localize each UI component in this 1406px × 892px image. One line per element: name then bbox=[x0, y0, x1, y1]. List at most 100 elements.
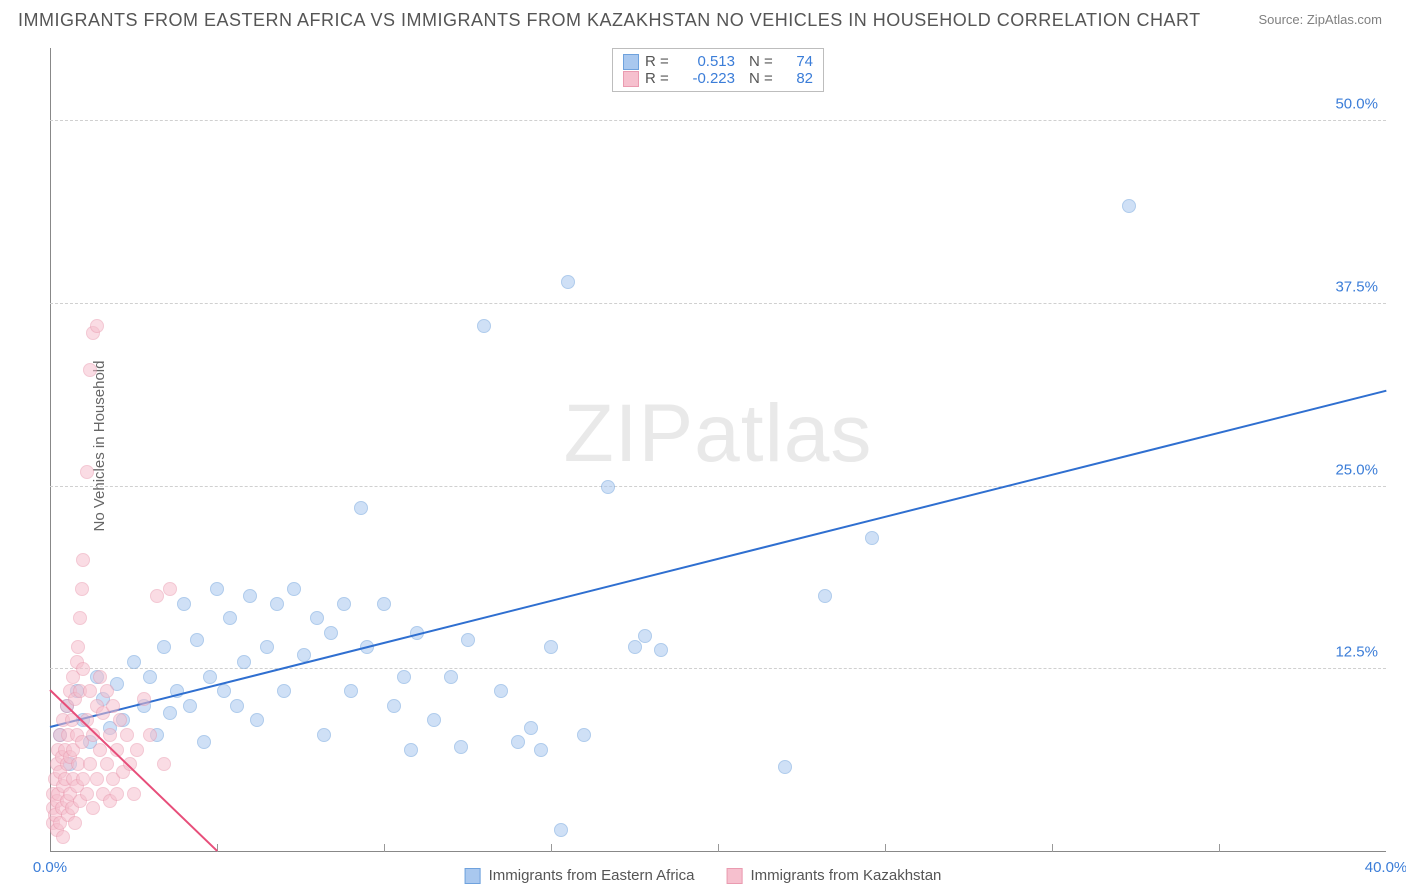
data-point bbox=[344, 684, 358, 698]
r-label: R = bbox=[645, 70, 673, 87]
data-point bbox=[100, 757, 114, 771]
data-point bbox=[778, 760, 792, 774]
data-point bbox=[190, 633, 204, 647]
data-point bbox=[110, 787, 124, 801]
x-tick bbox=[384, 844, 385, 852]
data-point bbox=[217, 684, 231, 698]
data-point bbox=[106, 699, 120, 713]
source-value: ZipAtlas.com bbox=[1307, 12, 1382, 27]
data-point bbox=[461, 633, 475, 647]
data-point bbox=[80, 787, 94, 801]
grid-line bbox=[50, 668, 1386, 669]
source-attribution: Source: ZipAtlas.com bbox=[1258, 12, 1382, 27]
data-point bbox=[83, 684, 97, 698]
data-point bbox=[210, 582, 224, 596]
swatch-series-a bbox=[465, 868, 481, 884]
data-point bbox=[354, 501, 368, 515]
y-axis-line bbox=[50, 48, 51, 852]
data-point bbox=[524, 721, 538, 735]
data-point bbox=[157, 640, 171, 654]
y-tick-label: 12.5% bbox=[1335, 644, 1378, 661]
n-value-a: 74 bbox=[783, 53, 813, 70]
data-point bbox=[68, 816, 82, 830]
chart-title: IMMIGRANTS FROM EASTERN AFRICA VS IMMIGR… bbox=[18, 10, 1201, 31]
data-point bbox=[324, 626, 338, 640]
data-point bbox=[444, 670, 458, 684]
data-point bbox=[317, 728, 331, 742]
data-point bbox=[865, 531, 879, 545]
legend-item-b: Immigrants from Kazakhstan bbox=[727, 867, 942, 884]
x-tick bbox=[718, 844, 719, 852]
data-point bbox=[183, 699, 197, 713]
data-point bbox=[454, 740, 468, 754]
data-point bbox=[554, 823, 568, 837]
data-point bbox=[157, 757, 171, 771]
data-point bbox=[544, 640, 558, 654]
data-point bbox=[628, 640, 642, 654]
data-point bbox=[297, 648, 311, 662]
data-point bbox=[287, 582, 301, 596]
data-point bbox=[534, 743, 548, 757]
x-tick-label: 0.0% bbox=[33, 859, 67, 876]
n-value-b: 82 bbox=[783, 70, 813, 87]
trend-line bbox=[50, 390, 1386, 728]
data-point bbox=[103, 728, 117, 742]
data-point bbox=[73, 611, 87, 625]
y-tick-label: 37.5% bbox=[1335, 278, 1378, 295]
plot-surface: 12.5%25.0%37.5%50.0%0.0%40.0% bbox=[50, 48, 1386, 852]
data-point bbox=[237, 655, 251, 669]
data-point bbox=[654, 643, 668, 657]
x-tick-label: 40.0% bbox=[1365, 859, 1406, 876]
data-point bbox=[494, 684, 508, 698]
data-point bbox=[197, 735, 211, 749]
data-point bbox=[113, 713, 127, 727]
grid-line bbox=[50, 120, 1386, 121]
n-label: N = bbox=[749, 53, 777, 70]
data-point bbox=[427, 713, 441, 727]
data-point bbox=[337, 597, 351, 611]
r-label: R = bbox=[645, 53, 673, 70]
data-point bbox=[71, 640, 85, 654]
data-point bbox=[477, 319, 491, 333]
data-point bbox=[127, 787, 141, 801]
n-label: N = bbox=[749, 70, 777, 87]
data-point bbox=[243, 589, 257, 603]
data-point bbox=[130, 743, 144, 757]
data-point bbox=[127, 655, 141, 669]
series-legend: Immigrants from Eastern Africa Immigrant… bbox=[465, 867, 942, 884]
data-point bbox=[83, 363, 97, 377]
data-point bbox=[601, 480, 615, 494]
data-point bbox=[163, 706, 177, 720]
x-tick bbox=[1219, 844, 1220, 852]
series-b-label: Immigrants from Kazakhstan bbox=[751, 867, 942, 884]
grid-line bbox=[50, 303, 1386, 304]
data-point bbox=[76, 662, 90, 676]
swatch-series-b bbox=[623, 71, 639, 87]
data-point bbox=[230, 699, 244, 713]
r-value-b: -0.223 bbox=[679, 70, 735, 87]
data-point bbox=[387, 699, 401, 713]
data-point bbox=[100, 684, 114, 698]
swatch-series-a bbox=[623, 54, 639, 70]
data-point bbox=[203, 670, 217, 684]
data-point bbox=[76, 553, 90, 567]
data-point bbox=[143, 728, 157, 742]
x-tick bbox=[551, 844, 552, 852]
data-point bbox=[75, 582, 89, 596]
data-point bbox=[177, 597, 191, 611]
series-a-label: Immigrants from Eastern Africa bbox=[489, 867, 695, 884]
x-tick bbox=[1052, 844, 1053, 852]
y-tick-label: 25.0% bbox=[1335, 461, 1378, 478]
x-tick bbox=[217, 844, 218, 852]
swatch-series-b bbox=[727, 868, 743, 884]
r-value-a: 0.513 bbox=[679, 53, 735, 70]
chart-area: ZIPatlas 12.5%25.0%37.5%50.0%0.0%40.0% R… bbox=[50, 48, 1386, 852]
data-point bbox=[90, 319, 104, 333]
data-point bbox=[56, 830, 70, 844]
data-point bbox=[397, 670, 411, 684]
data-point bbox=[561, 275, 575, 289]
data-point bbox=[223, 611, 237, 625]
data-point bbox=[260, 640, 274, 654]
data-point bbox=[163, 582, 177, 596]
data-point bbox=[577, 728, 591, 742]
